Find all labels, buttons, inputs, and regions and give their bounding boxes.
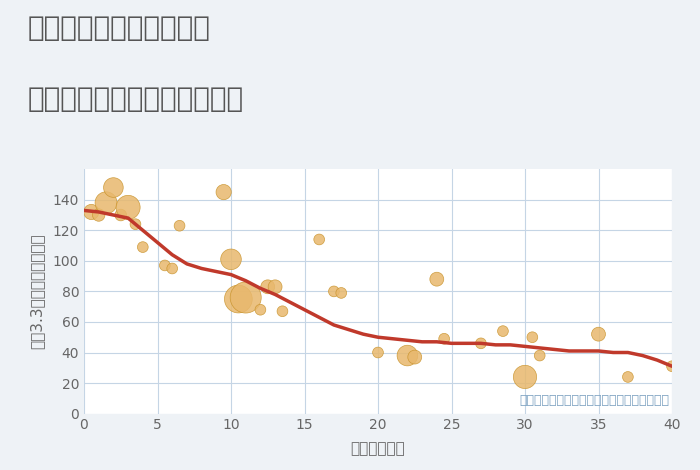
Point: [122, 204, 134, 211]
Point: [277, 307, 288, 315]
Point: [218, 188, 230, 196]
Point: [93, 211, 104, 219]
Point: [115, 211, 126, 219]
Point: [160, 262, 171, 269]
Text: 築年数別中古マンション価格: 築年数別中古マンション価格: [28, 85, 244, 113]
Text: 奈良県奈良市西狭川町の: 奈良県奈良市西狭川町の: [28, 14, 211, 42]
Point: [519, 373, 531, 381]
Point: [270, 283, 281, 290]
Point: [232, 295, 244, 303]
Point: [438, 335, 450, 343]
Point: [255, 306, 266, 313]
Point: [593, 330, 604, 338]
Point: [225, 256, 237, 263]
Point: [101, 199, 112, 207]
Point: [130, 220, 141, 228]
Point: [137, 243, 148, 251]
Point: [85, 208, 97, 216]
Point: [328, 288, 339, 295]
Point: [167, 265, 178, 272]
Point: [402, 352, 413, 359]
Point: [527, 334, 538, 341]
Point: [534, 352, 545, 359]
Y-axis label: 坪（3.3㎡）単価（万円）: 坪（3.3㎡）単価（万円）: [29, 234, 44, 349]
Point: [262, 283, 273, 290]
Point: [497, 327, 508, 335]
Point: [666, 362, 678, 370]
Text: 円の大きさは、取引のあった物件面積を示す: 円の大きさは、取引のあった物件面積を示す: [519, 394, 669, 407]
Point: [108, 184, 119, 191]
Point: [372, 349, 384, 356]
Point: [174, 222, 185, 229]
Point: [336, 289, 347, 297]
Point: [409, 353, 420, 361]
Point: [475, 339, 486, 347]
Point: [431, 275, 442, 283]
X-axis label: 築年数（年）: 築年数（年）: [351, 441, 405, 456]
Point: [314, 235, 325, 243]
Point: [622, 373, 634, 381]
Point: [240, 294, 251, 301]
